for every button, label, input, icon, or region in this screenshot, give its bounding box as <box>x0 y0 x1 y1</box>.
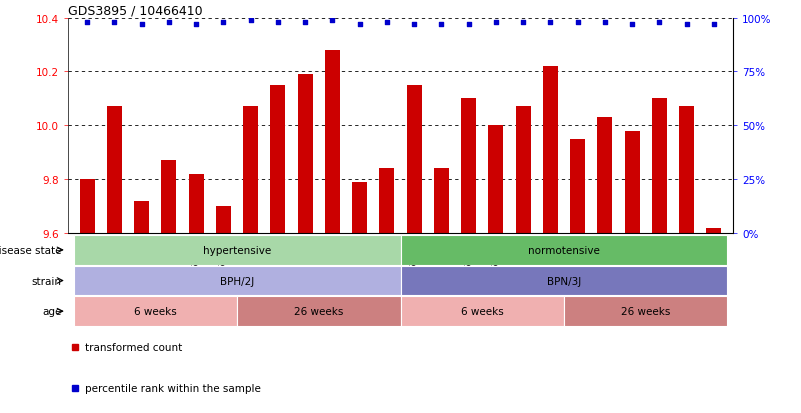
Bar <box>706 228 722 233</box>
Bar <box>134 201 149 233</box>
Text: percentile rank within the sample: percentile rank within the sample <box>85 383 260 394</box>
Bar <box>325 51 340 233</box>
Point <box>571 19 584 26</box>
Point <box>326 17 339 24</box>
Point <box>81 19 94 26</box>
Text: BPH/2J: BPH/2J <box>220 276 254 286</box>
Point <box>408 22 421 28</box>
Point <box>544 19 557 26</box>
Text: strain: strain <box>31 276 62 286</box>
Bar <box>244 107 258 233</box>
Bar <box>352 183 367 233</box>
Text: transformed count: transformed count <box>85 342 182 353</box>
Bar <box>271 85 285 233</box>
Bar <box>79 180 95 233</box>
Text: hypertensive: hypertensive <box>203 245 272 255</box>
Bar <box>564 297 727 326</box>
Bar <box>237 297 400 326</box>
Point <box>190 22 203 28</box>
Point <box>435 22 448 28</box>
Point <box>707 22 720 28</box>
Bar <box>400 297 564 326</box>
Point <box>680 22 693 28</box>
Text: disease state: disease state <box>0 245 62 255</box>
Text: 6 weeks: 6 weeks <box>461 306 504 316</box>
Bar <box>652 99 667 233</box>
Text: GDS3895 / 10466410: GDS3895 / 10466410 <box>68 5 203 17</box>
Point <box>653 19 666 26</box>
Bar <box>216 206 231 233</box>
Bar <box>107 107 122 233</box>
Bar <box>400 235 727 265</box>
Bar <box>74 266 401 296</box>
Bar <box>189 174 203 233</box>
Text: age: age <box>42 306 62 316</box>
Text: normotensive: normotensive <box>528 245 600 255</box>
Point <box>489 19 502 26</box>
Bar <box>461 99 476 233</box>
Bar <box>679 107 694 233</box>
Bar <box>625 131 639 233</box>
Point <box>217 19 230 26</box>
Bar <box>400 266 727 296</box>
Text: 26 weeks: 26 weeks <box>294 306 344 316</box>
Bar <box>298 75 312 233</box>
Point <box>135 22 148 28</box>
Bar <box>598 118 612 233</box>
Bar <box>74 297 237 326</box>
Bar <box>162 161 176 233</box>
Text: BPN/3J: BPN/3J <box>547 276 581 286</box>
Text: 26 weeks: 26 weeks <box>621 306 670 316</box>
Bar <box>489 126 503 233</box>
Bar <box>407 85 421 233</box>
Bar <box>74 235 401 265</box>
Point <box>462 22 475 28</box>
Text: 6 weeks: 6 weeks <box>134 306 177 316</box>
Point <box>598 19 611 26</box>
Point <box>353 22 366 28</box>
Bar <box>380 169 394 233</box>
Point <box>244 17 257 24</box>
Point <box>108 19 121 26</box>
Bar <box>543 67 557 233</box>
Point <box>163 19 175 26</box>
Bar <box>516 107 530 233</box>
Bar <box>434 169 449 233</box>
Point <box>517 19 529 26</box>
Point <box>272 19 284 26</box>
Point <box>299 19 312 26</box>
Point <box>626 22 638 28</box>
Bar <box>570 140 585 233</box>
Point <box>380 19 393 26</box>
